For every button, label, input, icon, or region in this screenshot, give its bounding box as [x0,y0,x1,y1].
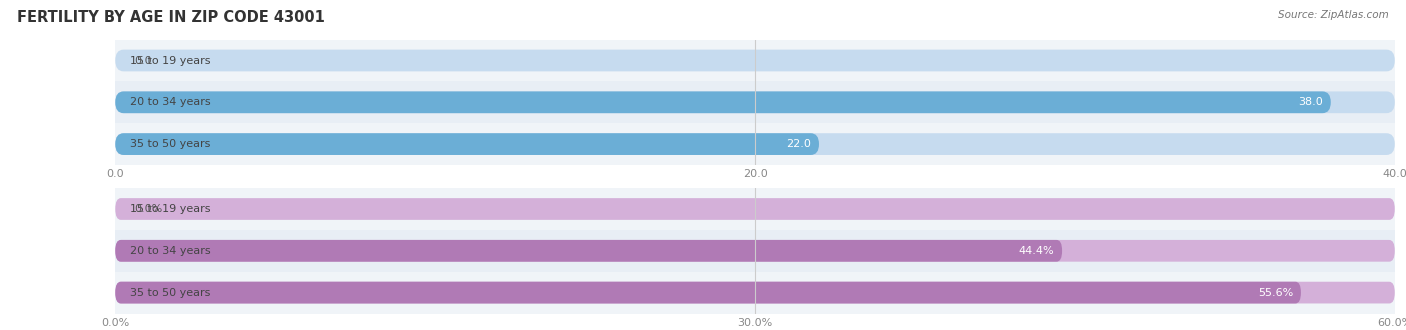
FancyBboxPatch shape [115,133,1395,155]
FancyBboxPatch shape [115,282,1395,304]
Text: 15 to 19 years: 15 to 19 years [122,204,211,214]
Text: 22.0: 22.0 [786,139,811,149]
Text: 20 to 34 years: 20 to 34 years [122,97,211,107]
FancyBboxPatch shape [115,50,1395,71]
Bar [115,82,1395,123]
FancyBboxPatch shape [115,240,1062,262]
FancyBboxPatch shape [115,240,1395,262]
Text: Source: ZipAtlas.com: Source: ZipAtlas.com [1278,10,1389,20]
Text: 0.0: 0.0 [135,55,152,65]
Text: 35 to 50 years: 35 to 50 years [122,288,211,298]
Bar [115,40,1395,82]
Bar [115,188,1395,230]
Bar [115,272,1395,314]
Text: FERTILITY BY AGE IN ZIP CODE 43001: FERTILITY BY AGE IN ZIP CODE 43001 [17,10,325,25]
FancyBboxPatch shape [115,133,820,155]
Bar [115,230,1395,272]
FancyBboxPatch shape [115,282,1301,304]
Text: 15 to 19 years: 15 to 19 years [122,55,211,65]
Text: 55.6%: 55.6% [1258,288,1294,298]
FancyBboxPatch shape [115,91,1330,113]
FancyBboxPatch shape [115,198,1395,220]
Bar [115,123,1395,165]
Text: 20 to 34 years: 20 to 34 years [122,246,211,256]
Text: 44.4%: 44.4% [1019,246,1054,256]
Text: 38.0: 38.0 [1298,97,1323,107]
Text: 35 to 50 years: 35 to 50 years [122,139,211,149]
FancyBboxPatch shape [115,91,1395,113]
Text: 0.0%: 0.0% [135,204,163,214]
